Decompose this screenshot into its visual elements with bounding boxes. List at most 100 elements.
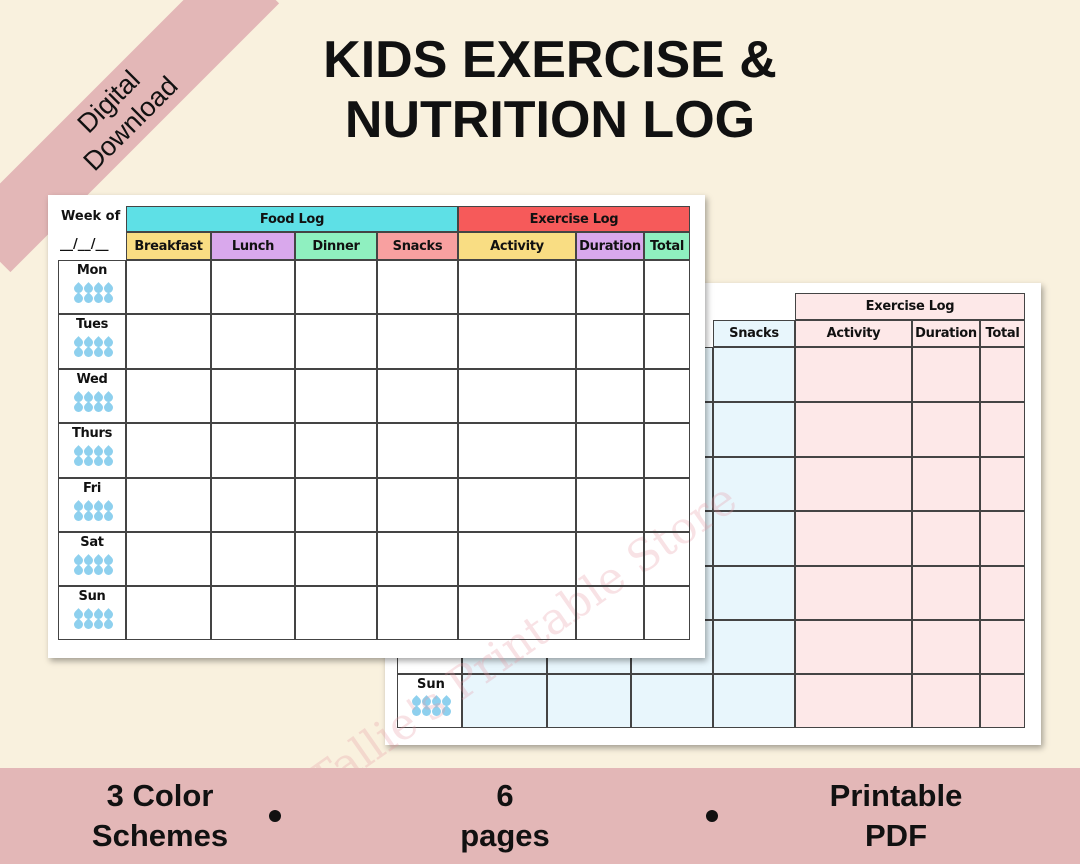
water-drop-icon (102, 618, 115, 631)
log-cell (377, 314, 458, 369)
log-cell (795, 347, 912, 402)
date-placeholder: __/__/__ (60, 237, 109, 252)
feature-text: 6 (496, 778, 514, 813)
log-cell (211, 478, 295, 532)
day-label: Sat (80, 535, 104, 550)
log-cell (795, 457, 912, 511)
water-drops-icon (72, 500, 115, 523)
log-cell (126, 260, 211, 314)
day-cell-tues: Tues (58, 314, 126, 369)
column-header-activity: Activity (458, 232, 576, 260)
log-cell (377, 260, 458, 314)
bullet-dot (269, 810, 281, 822)
log-cell (644, 314, 690, 369)
day-label: Wed (76, 372, 108, 387)
log-cell (458, 369, 576, 423)
column-header-duration: Duration (576, 232, 644, 260)
log-cell (211, 423, 295, 478)
front-sheet-preview: Tallie's Printable Store Food Log Exercis… (48, 195, 746, 808)
log-cell (211, 260, 295, 314)
log-cell (211, 369, 295, 423)
day-cell-thurs: Thurs (58, 423, 126, 478)
title-line2: NUTRITION LOG (344, 91, 756, 149)
log-cell (295, 586, 377, 640)
log-cell (644, 423, 690, 478)
day-cell-sun: Sun (58, 586, 126, 640)
log-cell (377, 423, 458, 478)
column-header: Activity (795, 320, 912, 347)
log-cell (295, 532, 377, 586)
group-header-food-log: Food Log (126, 206, 458, 232)
log-cell (126, 586, 211, 640)
column-header: Snacks (713, 320, 795, 347)
log-cell (644, 260, 690, 314)
log-cell (295, 423, 377, 478)
water-drop-icon (102, 564, 115, 577)
day-label: Mon (76, 263, 108, 278)
day-cell (397, 674, 462, 728)
water-drops-icon (72, 445, 115, 468)
day-label: Sun (417, 677, 445, 692)
log-cell (211, 532, 295, 586)
log-cell (576, 423, 644, 478)
day-label: Sun (78, 589, 106, 604)
day-label: Fri (82, 481, 102, 496)
log-cell (576, 532, 644, 586)
log-cell (644, 478, 690, 532)
exercise-log-header: Exercise Log (795, 293, 1025, 320)
log-cell (576, 369, 644, 423)
water-drops-icon (72, 391, 115, 414)
log-cell (713, 674, 795, 728)
log-cell (126, 532, 211, 586)
log-cell (713, 347, 795, 402)
log-cell (576, 260, 644, 314)
log-cell (576, 478, 644, 532)
log-cell (912, 674, 980, 728)
log-cell (458, 532, 576, 586)
log-cell (644, 532, 690, 586)
log-cell (980, 566, 1025, 620)
column-header-lunch: Lunch (211, 232, 295, 260)
column-header: Total (980, 320, 1025, 347)
bullet-dot (706, 810, 718, 822)
log-cell (458, 314, 576, 369)
log-cell (547, 674, 631, 728)
water-drop-icon (102, 346, 115, 359)
log-cell (980, 511, 1025, 566)
log-cell (295, 369, 377, 423)
column-header-dinner: Dinner (295, 232, 377, 260)
log-cell (377, 478, 458, 532)
log-cell (980, 457, 1025, 511)
day-label: Tues (75, 317, 109, 332)
log-cell (795, 674, 912, 728)
column-header-snacks: Snacks (377, 232, 458, 260)
log-cell (458, 423, 576, 478)
log-cell (795, 511, 912, 566)
group-header-exercise-log: Exercise Log (458, 206, 690, 232)
log-cell (377, 532, 458, 586)
log-cell (912, 402, 980, 457)
log-cell (980, 402, 1025, 457)
log-cell (126, 478, 211, 532)
water-drops-icon (72, 554, 115, 577)
day-cell-wed: Wed (58, 369, 126, 423)
feature-pages: 6 pages (405, 776, 605, 856)
column-header-breakfast: Breakfast (126, 232, 211, 260)
log-cell (631, 674, 713, 728)
feature-printable-pdf: Printable PDF (796, 776, 996, 856)
week-of-label: Week of (61, 209, 121, 224)
log-cell (576, 586, 644, 640)
log-cell (458, 478, 576, 532)
log-cell (980, 347, 1025, 402)
log-cell (126, 369, 211, 423)
log-cell (980, 620, 1025, 674)
title-line1: KIDS EXERCISE & (323, 31, 777, 89)
feature-text: Schemes (91, 818, 229, 853)
water-drops-icon (72, 336, 115, 359)
log-cell (713, 620, 795, 674)
day-cell-fri: Fri (58, 478, 126, 532)
log-cell (644, 369, 690, 423)
features-band (0, 768, 1080, 864)
log-cell (795, 402, 912, 457)
log-cell (912, 566, 980, 620)
